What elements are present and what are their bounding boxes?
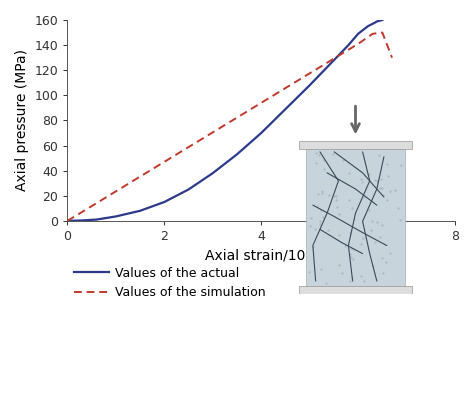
Bar [306, 149, 405, 286]
Legend: Values of the actual, Values of the simulation: Values of the actual, Values of the simu… [74, 267, 265, 299]
Y-axis label: Axial pressure (MPa): Axial pressure (MPa) [15, 50, 29, 192]
X-axis label: Axial strain/10⁻³: Axial strain/10⁻³ [205, 248, 318, 262]
Bar [299, 141, 412, 149]
Bar [299, 286, 412, 294]
